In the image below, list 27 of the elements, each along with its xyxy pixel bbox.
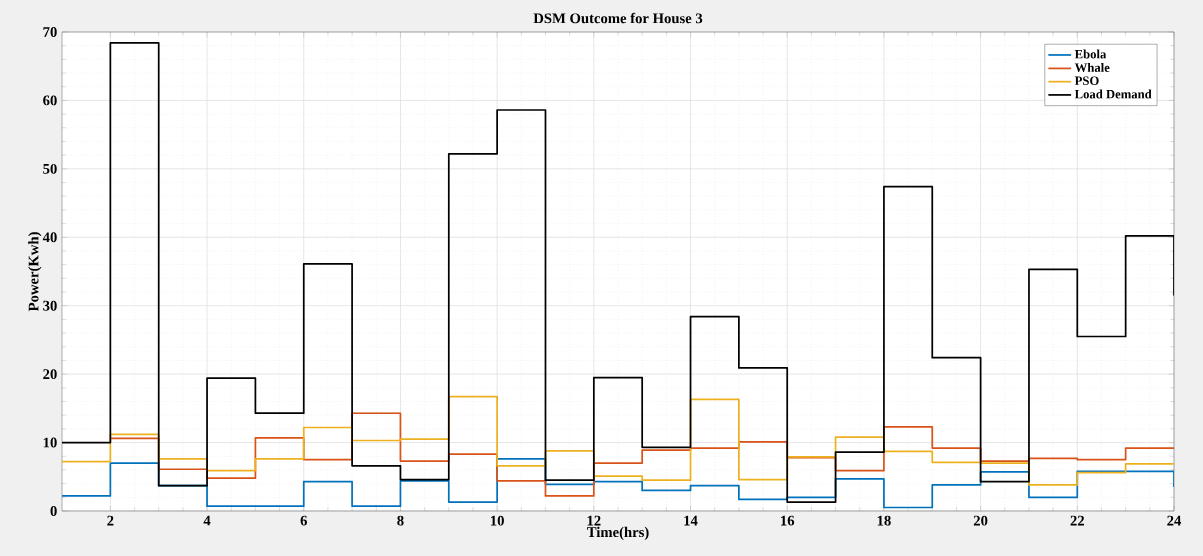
x-tick-label: 16	[781, 515, 795, 526]
legend-label: Load Demand	[1074, 89, 1152, 99]
legend-label: Whale	[1074, 63, 1110, 72]
x-tick-label: 10	[490, 515, 504, 526]
x-tick-label: 6	[300, 515, 307, 526]
x-tick-label: 12	[587, 515, 601, 526]
x-tick-label: 2	[107, 515, 114, 526]
x-tick-label: 4	[203, 515, 211, 526]
y-tick-label: 0	[50, 506, 57, 516]
legend-label: PSO	[1074, 76, 1099, 85]
y-tick-label: 50	[43, 163, 57, 174]
x-tick-label: 8	[397, 515, 404, 526]
y-tick-label: 10	[43, 437, 57, 448]
chart-title: DSM Outcome for House 3	[533, 12, 703, 24]
y-tick-label: 20	[43, 369, 57, 380]
x-tick-label: 20	[973, 515, 988, 526]
x-tick-label: 18	[877, 515, 891, 526]
y-tick-label: 60	[43, 95, 57, 106]
legend-label: Ebola	[1074, 49, 1107, 59]
x-axis-title: Time(hrs)	[587, 526, 649, 541]
y-tick-label: 40	[42, 232, 57, 243]
y-axis-title: Power(Kwh)	[28, 232, 42, 312]
y-tick-label: 70	[43, 27, 57, 37]
x-tick-label: 24	[1167, 515, 1182, 526]
y-tick-label: 30	[43, 300, 57, 311]
x-tick-label: 14	[684, 515, 698, 526]
x-tick-label: 22	[1070, 515, 1084, 526]
